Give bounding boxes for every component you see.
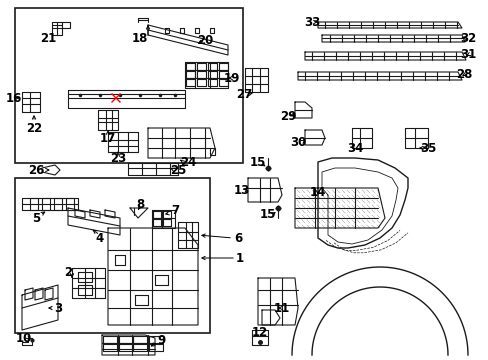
Text: 7: 7 <box>171 203 179 216</box>
Text: 1: 1 <box>235 252 244 265</box>
Text: 28: 28 <box>455 68 471 81</box>
Text: 32: 32 <box>459 31 475 45</box>
Text: 8: 8 <box>136 198 144 211</box>
Text: 34: 34 <box>346 141 363 154</box>
Text: 25: 25 <box>169 163 186 176</box>
Bar <box>15 178 209 333</box>
Text: 23: 23 <box>110 152 126 165</box>
Text: 13: 13 <box>233 184 250 197</box>
Text: 2: 2 <box>64 266 72 279</box>
Text: 30: 30 <box>289 135 305 148</box>
Text: 17: 17 <box>100 131 116 144</box>
Text: 10: 10 <box>16 332 32 345</box>
Text: 27: 27 <box>235 87 252 100</box>
Text: 20: 20 <box>197 33 213 46</box>
Text: 33: 33 <box>303 15 320 28</box>
Bar <box>15 8 243 163</box>
Text: 26: 26 <box>28 163 44 176</box>
Text: 22: 22 <box>26 122 42 135</box>
Text: 11: 11 <box>273 302 289 315</box>
Text: 24: 24 <box>180 156 196 168</box>
Text: 12: 12 <box>251 325 267 338</box>
Text: 5: 5 <box>32 211 40 225</box>
Text: 6: 6 <box>233 231 242 244</box>
Text: 18: 18 <box>131 31 148 45</box>
Text: 9: 9 <box>158 333 166 346</box>
Text: 21: 21 <box>40 31 56 45</box>
Text: 4: 4 <box>96 231 104 244</box>
Text: 15: 15 <box>249 156 265 168</box>
Text: 15: 15 <box>259 208 276 221</box>
Text: 3: 3 <box>54 302 62 315</box>
Text: 16: 16 <box>6 91 22 104</box>
Text: 31: 31 <box>459 49 475 62</box>
Text: 19: 19 <box>224 72 240 85</box>
Text: 29: 29 <box>279 109 296 122</box>
Text: 14: 14 <box>309 185 325 198</box>
Text: 35: 35 <box>419 141 435 154</box>
